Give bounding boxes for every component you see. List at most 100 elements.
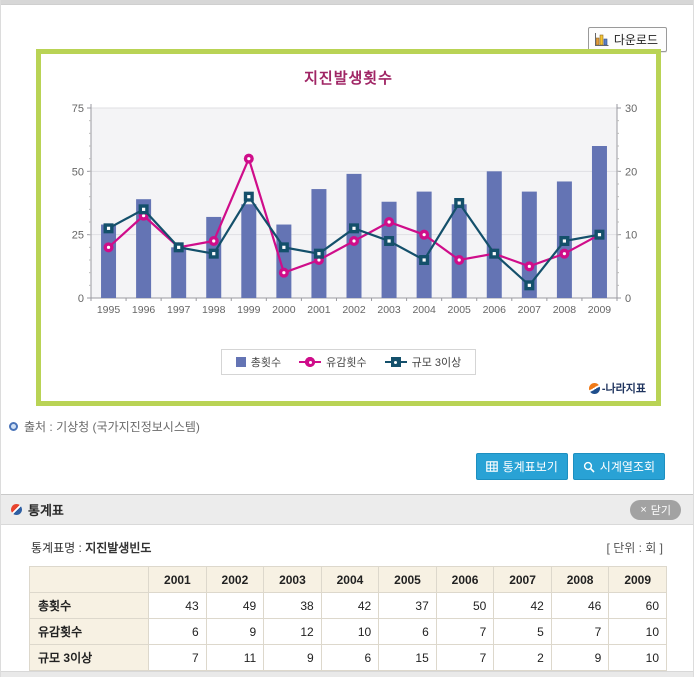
x-axis-label: 1996: [132, 304, 156, 316]
value-cell: 10: [608, 618, 667, 645]
close-icon: ×: [640, 503, 647, 516]
timeseries-search-label: 시계열조회: [599, 460, 655, 474]
bar-2006: [486, 171, 502, 298]
value-cell: 46: [550, 592, 610, 619]
actions-row: 통계표보기 시계열조회: [1, 453, 665, 480]
legend-item: 유감횟수: [299, 354, 367, 370]
x-axis-label: 2004: [412, 304, 436, 316]
x-axis-label: 1998: [202, 304, 226, 316]
chart-svg: 0 25 50 75 0 10 20 30 1995 1996 1997 1998 1999 2000 20…: [72, 103, 638, 316]
table-corner-cell: [28, 566, 150, 593]
row-label-cell: 유감횟수: [28, 618, 150, 645]
marker-dot: [387, 220, 391, 224]
value-cell: 7: [148, 644, 207, 671]
x-axis-label: 2005: [448, 304, 472, 316]
right-axis-tick-label: 0: [625, 293, 631, 305]
legend-circle-marker: [299, 357, 322, 367]
bar-2004: [416, 191, 432, 298]
bar-1997: [171, 247, 187, 298]
marker-dot: [247, 195, 251, 199]
timeseries-search-button[interactable]: 시계열조회: [572, 453, 665, 480]
marker-dot: [352, 226, 356, 230]
close-button[interactable]: × 닫기: [630, 499, 681, 520]
legend-bar-swatch: [235, 357, 246, 367]
year-header: 2001: [148, 566, 207, 593]
toolbar: 다운로드: [1, 5, 693, 52]
marker-dot: [527, 264, 531, 268]
legend-label: 총횟수: [250, 357, 282, 369]
bullet-icon: [9, 422, 18, 431]
brand-logo-text: -나라지표: [601, 383, 646, 395]
x-axis-label: 1995: [97, 304, 121, 316]
value-cell: 43: [148, 592, 207, 619]
bar-1996: [136, 199, 152, 298]
marker-dot: [106, 245, 111, 249]
table-name-label: 통계표명 :: [31, 541, 82, 555]
value-cell: 42: [493, 592, 552, 619]
close-button-label: 닫기: [650, 504, 671, 517]
x-axis-label: 2003: [377, 304, 401, 316]
chart-title: 지진발생횟수: [304, 70, 393, 87]
value-cell: 9: [205, 618, 265, 645]
value-cell: 11: [205, 644, 265, 671]
legend-label: 규모 3이상: [411, 357, 462, 369]
table-row: 총횟수 43 49 38 42 37 50 42 46 60: [28, 592, 667, 619]
right-axis-tick-label: 20: [625, 166, 637, 178]
bar-1999: [241, 204, 257, 298]
marker-dot: [142, 214, 146, 218]
value-cell: 37: [378, 592, 437, 619]
marker-dot: [562, 239, 566, 243]
table-icon: [485, 461, 498, 472]
chart-legend: 총횟수 유감횟수 규모 3이상: [220, 349, 477, 375]
table-meta-row: 통계표명 : 지진발생빈도 [ 단위 : 회 ]: [31, 539, 663, 556]
marker-dot: [317, 258, 321, 262]
unit-label: [ 단위 : 회 ]: [606, 541, 663, 555]
marker-dot: [142, 207, 146, 211]
stats-table-view-button[interactable]: 통계표보기: [475, 453, 568, 480]
x-axis-label: 2002: [342, 304, 366, 316]
left-axis-tick-label: 0: [78, 293, 84, 305]
x-axis-label: 2007: [518, 304, 542, 316]
legend-label: 유감횟수: [326, 357, 367, 369]
value-cell: 15: [378, 644, 437, 671]
marker-dot: [597, 233, 602, 237]
bar-2000: [276, 224, 292, 298]
download-button-label: 다운로드: [613, 33, 658, 47]
x-axis-label: 2009: [588, 304, 612, 316]
bar-2001: [311, 189, 327, 298]
left-axis-tick-label: 75: [72, 103, 84, 115]
value-cell: 6: [378, 618, 437, 645]
value-cell: 9: [550, 644, 610, 671]
legend-square-marker: [384, 357, 407, 367]
bar-2009: [591, 146, 607, 298]
page-bottom-strip: [1, 671, 693, 677]
year-header: 2006: [435, 566, 495, 593]
right-axis-tick-label: 10: [625, 230, 637, 242]
x-axis-label: 1999: [237, 304, 261, 316]
marker-dot: [492, 252, 496, 256]
row-label-cell: 규모 3이상: [28, 644, 150, 671]
year-header: 2008: [550, 566, 610, 593]
value-cell: 50: [435, 592, 495, 619]
bar-1995: [101, 224, 117, 298]
marker-dot: [282, 245, 286, 249]
brand-taegeuk-icon: [588, 382, 600, 394]
right-axis-tick-label: 30: [625, 103, 637, 115]
marker-dot: [212, 252, 216, 256]
marker-dot: [212, 239, 216, 243]
bar-2005: [451, 204, 467, 298]
source-text: 출처 : 기상청 (국가지진정보시스템): [24, 420, 200, 434]
legend-item: 규모 3이상: [384, 354, 462, 370]
year-header: 2002: [205, 566, 265, 593]
marker-dot: [317, 252, 321, 256]
value-cell: 6: [320, 644, 380, 671]
marker-dot: [422, 233, 426, 237]
marker-dot: [387, 239, 391, 243]
value-cell: 60: [608, 592, 667, 619]
marker-dot: [422, 258, 426, 262]
row-label-cell: 총횟수: [28, 592, 150, 619]
value-cell: 12: [263, 618, 322, 645]
source-row: 출처 : 기상청 (국가지진정보시스템): [9, 418, 693, 435]
year-header: 2009: [608, 566, 667, 593]
year-header: 2005: [378, 566, 437, 593]
